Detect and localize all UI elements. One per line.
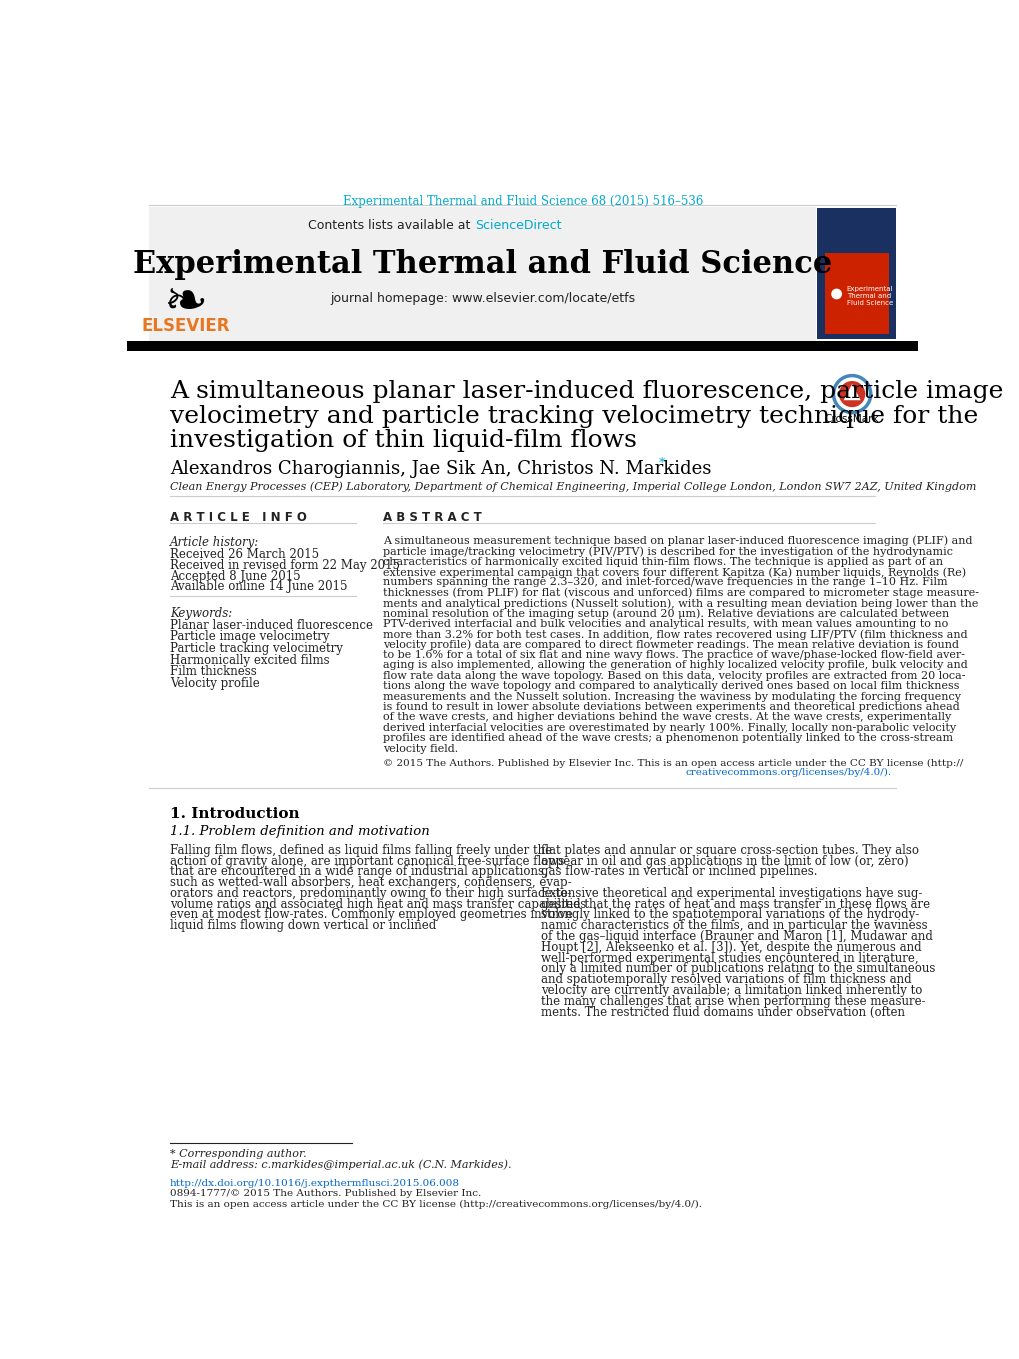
Text: * Corresponding author.: * Corresponding author.: [170, 1148, 307, 1159]
Text: PTV-derived interfacial and bulk velocities and analytical results, with mean va: PTV-derived interfacial and bulk velocit…: [383, 618, 948, 629]
Text: Article history:: Article history:: [170, 535, 259, 549]
Text: journal homepage: www.elsevier.com/locate/etfs: journal homepage: www.elsevier.com/locat…: [329, 292, 635, 306]
Text: action of gravity alone, are important canonical free-surface flows: action of gravity alone, are important c…: [170, 855, 564, 867]
Text: ments. The restricted fluid domains under observation (often: ments. The restricted fluid domains unde…: [540, 1006, 904, 1018]
Text: nominal resolution of the imaging setup (around 20 μm). Relative deviations are : nominal resolution of the imaging setup …: [383, 609, 949, 620]
Text: This is an open access article under the CC BY license (http://creativecommons.o: This is an open access article under the…: [170, 1200, 701, 1208]
Text: and spatiotemporally resolved variations of film thickness and: and spatiotemporally resolved variations…: [540, 973, 910, 987]
Text: investigation of thin liquid-film flows: investigation of thin liquid-film flows: [170, 429, 637, 453]
Text: CrossMark: CrossMark: [824, 414, 878, 424]
Text: only a limited number of publications relating to the simultaneous: only a limited number of publications re…: [540, 962, 934, 976]
Text: numbers spanning the range 2.3–320, and inlet-forced/wave frequencies in the ran: numbers spanning the range 2.3–320, and …: [383, 578, 947, 587]
Text: creativecommons.org/licenses/by/4.0/).: creativecommons.org/licenses/by/4.0/).: [685, 768, 891, 777]
Text: 1.1. Problem definition and motivation: 1.1. Problem definition and motivation: [170, 825, 429, 839]
Text: Planar laser-induced fluorescence: Planar laser-induced fluorescence: [170, 618, 373, 632]
Text: Clean Energy Processes (CEP) Laboratory, Department of Chemical Engineering, Imp: Clean Energy Processes (CEP) Laboratory,…: [170, 481, 975, 492]
Text: 1. Introduction: 1. Introduction: [170, 807, 300, 821]
Text: ELSEVIER: ELSEVIER: [142, 317, 229, 336]
Text: A simultaneous measurement technique based on planar laser-induced fluorescence : A simultaneous measurement technique bas…: [383, 535, 972, 546]
Text: ❧: ❧: [163, 277, 208, 329]
Text: gested that the rates of heat and mass transfer in these flows are: gested that the rates of heat and mass t…: [540, 898, 928, 911]
Text: namic characteristics of the films, and in particular the waviness: namic characteristics of the films, and …: [540, 919, 926, 932]
Text: more than 3.2% for both test cases. In addition, flow rates recovered using LIF/: more than 3.2% for both test cases. In a…: [383, 629, 967, 640]
Text: extensive experimental campaign that covers four different Kapitza (Ka) number l: extensive experimental campaign that cov…: [383, 567, 965, 578]
Text: the many challenges that arise when performing these measure-: the many challenges that arise when perf…: [540, 995, 924, 1007]
Text: Film thickness: Film thickness: [170, 665, 257, 678]
Bar: [127, 341, 917, 351]
Text: velocity profile) data are compared to direct flowmeter readings. The mean relat: velocity profile) data are compared to d…: [383, 640, 958, 650]
Text: Alexandros Charogiannis, Jae Sik An, Christos N. Markides: Alexandros Charogiannis, Jae Sik An, Chr…: [170, 461, 711, 478]
Circle shape: [830, 288, 842, 299]
Text: A B S T R A C T: A B S T R A C T: [383, 511, 482, 525]
Circle shape: [839, 381, 864, 408]
Text: Extensive theoretical and experimental investigations have sug-: Extensive theoretical and experimental i…: [540, 887, 921, 900]
Text: appear in oil and gas applications in the limit of low (or, zero): appear in oil and gas applications in th…: [540, 855, 907, 867]
Text: of the gas–liquid interface (Brauner and Maron [1], Mudawar and: of the gas–liquid interface (Brauner and…: [540, 930, 931, 943]
Text: E-mail address: c.markides@imperial.ac.uk (C.N. Markides).: E-mail address: c.markides@imperial.ac.u…: [170, 1159, 512, 1170]
Text: thicknesses (from PLIF) for flat (viscous and unforced) films are compared to mi: thicknesses (from PLIF) for flat (viscou…: [383, 587, 978, 598]
FancyBboxPatch shape: [816, 208, 896, 338]
Text: Experimental Thermal and Fluid Science 68 (2015) 516–536: Experimental Thermal and Fluid Science 6…: [342, 196, 702, 208]
Text: A simultaneous planar laser-induced fluorescence, particle image: A simultaneous planar laser-induced fluo…: [170, 381, 1003, 404]
Text: © 2015 The Authors. Published by Elsevier Inc. This is an open access article un: © 2015 The Authors. Published by Elsevie…: [383, 758, 963, 768]
Text: Accepted 8 June 2015: Accepted 8 June 2015: [170, 569, 301, 583]
Text: Received in revised form 22 May 2015: Received in revised form 22 May 2015: [170, 559, 399, 572]
Text: velocimetry and particle tracking velocimetry technique for the: velocimetry and particle tracking veloci…: [170, 405, 977, 428]
Text: Experimental
Thermal and
Fluid Science: Experimental Thermal and Fluid Science: [846, 287, 893, 306]
Text: well-performed experimental studies encountered in literature,: well-performed experimental studies enco…: [540, 951, 917, 965]
Text: Falling film flows, defined as liquid films falling freely under the: Falling film flows, defined as liquid fi…: [170, 844, 551, 856]
Text: gas flow-rates in vertical or inclined pipelines.: gas flow-rates in vertical or inclined p…: [540, 866, 816, 878]
Text: orators and reactors, predominantly owing to their high surface-to-: orators and reactors, predominantly owin…: [170, 887, 571, 900]
Text: to be 1.6% for a total of six flat and nine wavy flows. The practice of wave/pha: to be 1.6% for a total of six flat and n…: [383, 650, 964, 660]
Text: of the wave crests, and higher deviations behind the wave crests. At the wave cr: of the wave crests, and higher deviation…: [383, 712, 951, 723]
Text: that are encountered in a wide range of industrial applications,: that are encountered in a wide range of …: [170, 866, 547, 878]
Text: flat plates and annular or square cross-section tubes. They also: flat plates and annular or square cross-…: [540, 844, 918, 856]
Text: characteristics of harmonically excited liquid thin-film flows. The technique is: characteristics of harmonically excited …: [383, 557, 943, 567]
Text: measurements and the Nusselt solution. Increasing the waviness by modulating the: measurements and the Nusselt solution. I…: [383, 692, 960, 701]
Text: A R T I C L E   I N F O: A R T I C L E I N F O: [170, 511, 307, 525]
Text: volume ratios and associated high heat and mass transfer capabilities: volume ratios and associated high heat a…: [170, 898, 586, 911]
Text: velocity field.: velocity field.: [383, 743, 459, 754]
Text: http://dx.doi.org/10.1016/j.expthermflusci.2015.06.008: http://dx.doi.org/10.1016/j.expthermflus…: [170, 1180, 460, 1189]
Text: Received 26 March 2015: Received 26 March 2015: [170, 548, 319, 561]
Text: Houpt [2], Alekseenko et al. [3]). Yet, despite the numerous and: Houpt [2], Alekseenko et al. [3]). Yet, …: [540, 940, 920, 954]
Text: ScienceDirect: ScienceDirect: [474, 219, 560, 231]
Text: Particle tracking velocimetry: Particle tracking velocimetry: [170, 641, 342, 655]
Text: derived interfacial velocities are overestimated by nearly 100%. Finally, locall: derived interfacial velocities are overe…: [383, 723, 956, 733]
FancyBboxPatch shape: [149, 207, 815, 341]
Text: *: *: [658, 457, 664, 470]
Text: Particle image velocimetry: Particle image velocimetry: [170, 631, 329, 643]
Text: 0894-1777/© 2015 The Authors. Published by Elsevier Inc.: 0894-1777/© 2015 The Authors. Published …: [170, 1189, 481, 1199]
Text: Harmonically excited films: Harmonically excited films: [170, 654, 329, 666]
Text: Velocity profile: Velocity profile: [170, 677, 260, 689]
Text: profiles are identified ahead of the wave crests; a phenomenon potentially linke: profiles are identified ahead of the wav…: [383, 734, 953, 743]
Text: even at modest flow-rates. Commonly employed geometries involve: even at modest flow-rates. Commonly empl…: [170, 908, 573, 921]
Text: strongly linked to the spatiotemporal variations of the hydrody-: strongly linked to the spatiotemporal va…: [540, 908, 918, 921]
Text: is found to result in lower absolute deviations between experiments and theoreti: is found to result in lower absolute dev…: [383, 703, 959, 712]
Text: such as wetted-wall absorbers, heat exchangers, condensers, evap-: such as wetted-wall absorbers, heat exch…: [170, 877, 572, 889]
Text: Keywords:: Keywords:: [170, 607, 232, 620]
Text: ments and analytical predictions (Nusselt solution), with a resulting mean devia: ments and analytical predictions (Nussel…: [383, 598, 977, 609]
Text: velocity are currently available; a limitation linked inherently to: velocity are currently available; a limi…: [540, 984, 921, 998]
Text: Available online 14 June 2015: Available online 14 June 2015: [170, 580, 347, 594]
Polygon shape: [843, 385, 860, 401]
Text: Experimental Thermal and Fluid Science: Experimental Thermal and Fluid Science: [132, 249, 832, 280]
Text: aging is also implemented, allowing the generation of highly localized velocity : aging is also implemented, allowing the …: [383, 660, 967, 670]
Text: tions along the wave topology and compared to analytically derived ones based on: tions along the wave topology and compar…: [383, 681, 959, 692]
Text: particle image/tracking velocimetry (PIV/PTV) is described for the investigation: particle image/tracking velocimetry (PIV…: [383, 546, 953, 557]
Text: liquid films flowing down vertical or inclined: liquid films flowing down vertical or in…: [170, 919, 436, 932]
FancyBboxPatch shape: [824, 253, 888, 334]
Text: Contents lists available at: Contents lists available at: [308, 219, 474, 231]
Text: flow rate data along the wave topology. Based on this data, velocity profiles ar: flow rate data along the wave topology. …: [383, 671, 965, 681]
